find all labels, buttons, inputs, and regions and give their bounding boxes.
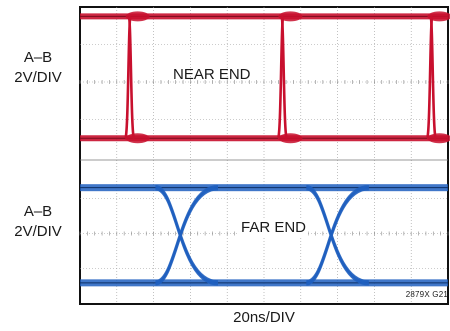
top-ylabel-line1: A–B — [23, 49, 53, 66]
bottom-ylabel-line1: A–B — [23, 203, 53, 220]
bottom-ylabel-line2: 2V/DIV — [14, 223, 62, 240]
near-end-falling-edge — [429, 15, 438, 140]
traces — [80, 11, 450, 287]
far-end-trace — [80, 184, 448, 287]
near-end-overshoot — [278, 133, 303, 144]
near-end-overshoot — [278, 11, 303, 22]
far-end-rising-transition — [305, 187, 369, 286]
graticule — [79, 7, 449, 304]
near-end-trace — [80, 11, 450, 144]
far-end-falling-transition — [305, 187, 369, 286]
near-end-overshoot — [427, 133, 450, 144]
near-end-label: NEAR END — [173, 66, 251, 83]
far-end-rising-transition — [155, 187, 219, 286]
top-ylabel-line2: 2V/DIV — [14, 69, 62, 86]
x-axis-label: 20ns/DIV — [233, 309, 295, 326]
near-end-overshoot — [427, 11, 450, 22]
far-end-label: FAR END — [239, 219, 309, 236]
near-end-falling-edge — [127, 15, 136, 140]
figure-id: 2879X G21 — [405, 290, 448, 299]
far-end-falling-transition — [155, 187, 219, 286]
near-end-overshoot — [125, 133, 150, 144]
near-end-falling-edge — [280, 15, 289, 140]
near-end-overshoot — [125, 11, 150, 22]
